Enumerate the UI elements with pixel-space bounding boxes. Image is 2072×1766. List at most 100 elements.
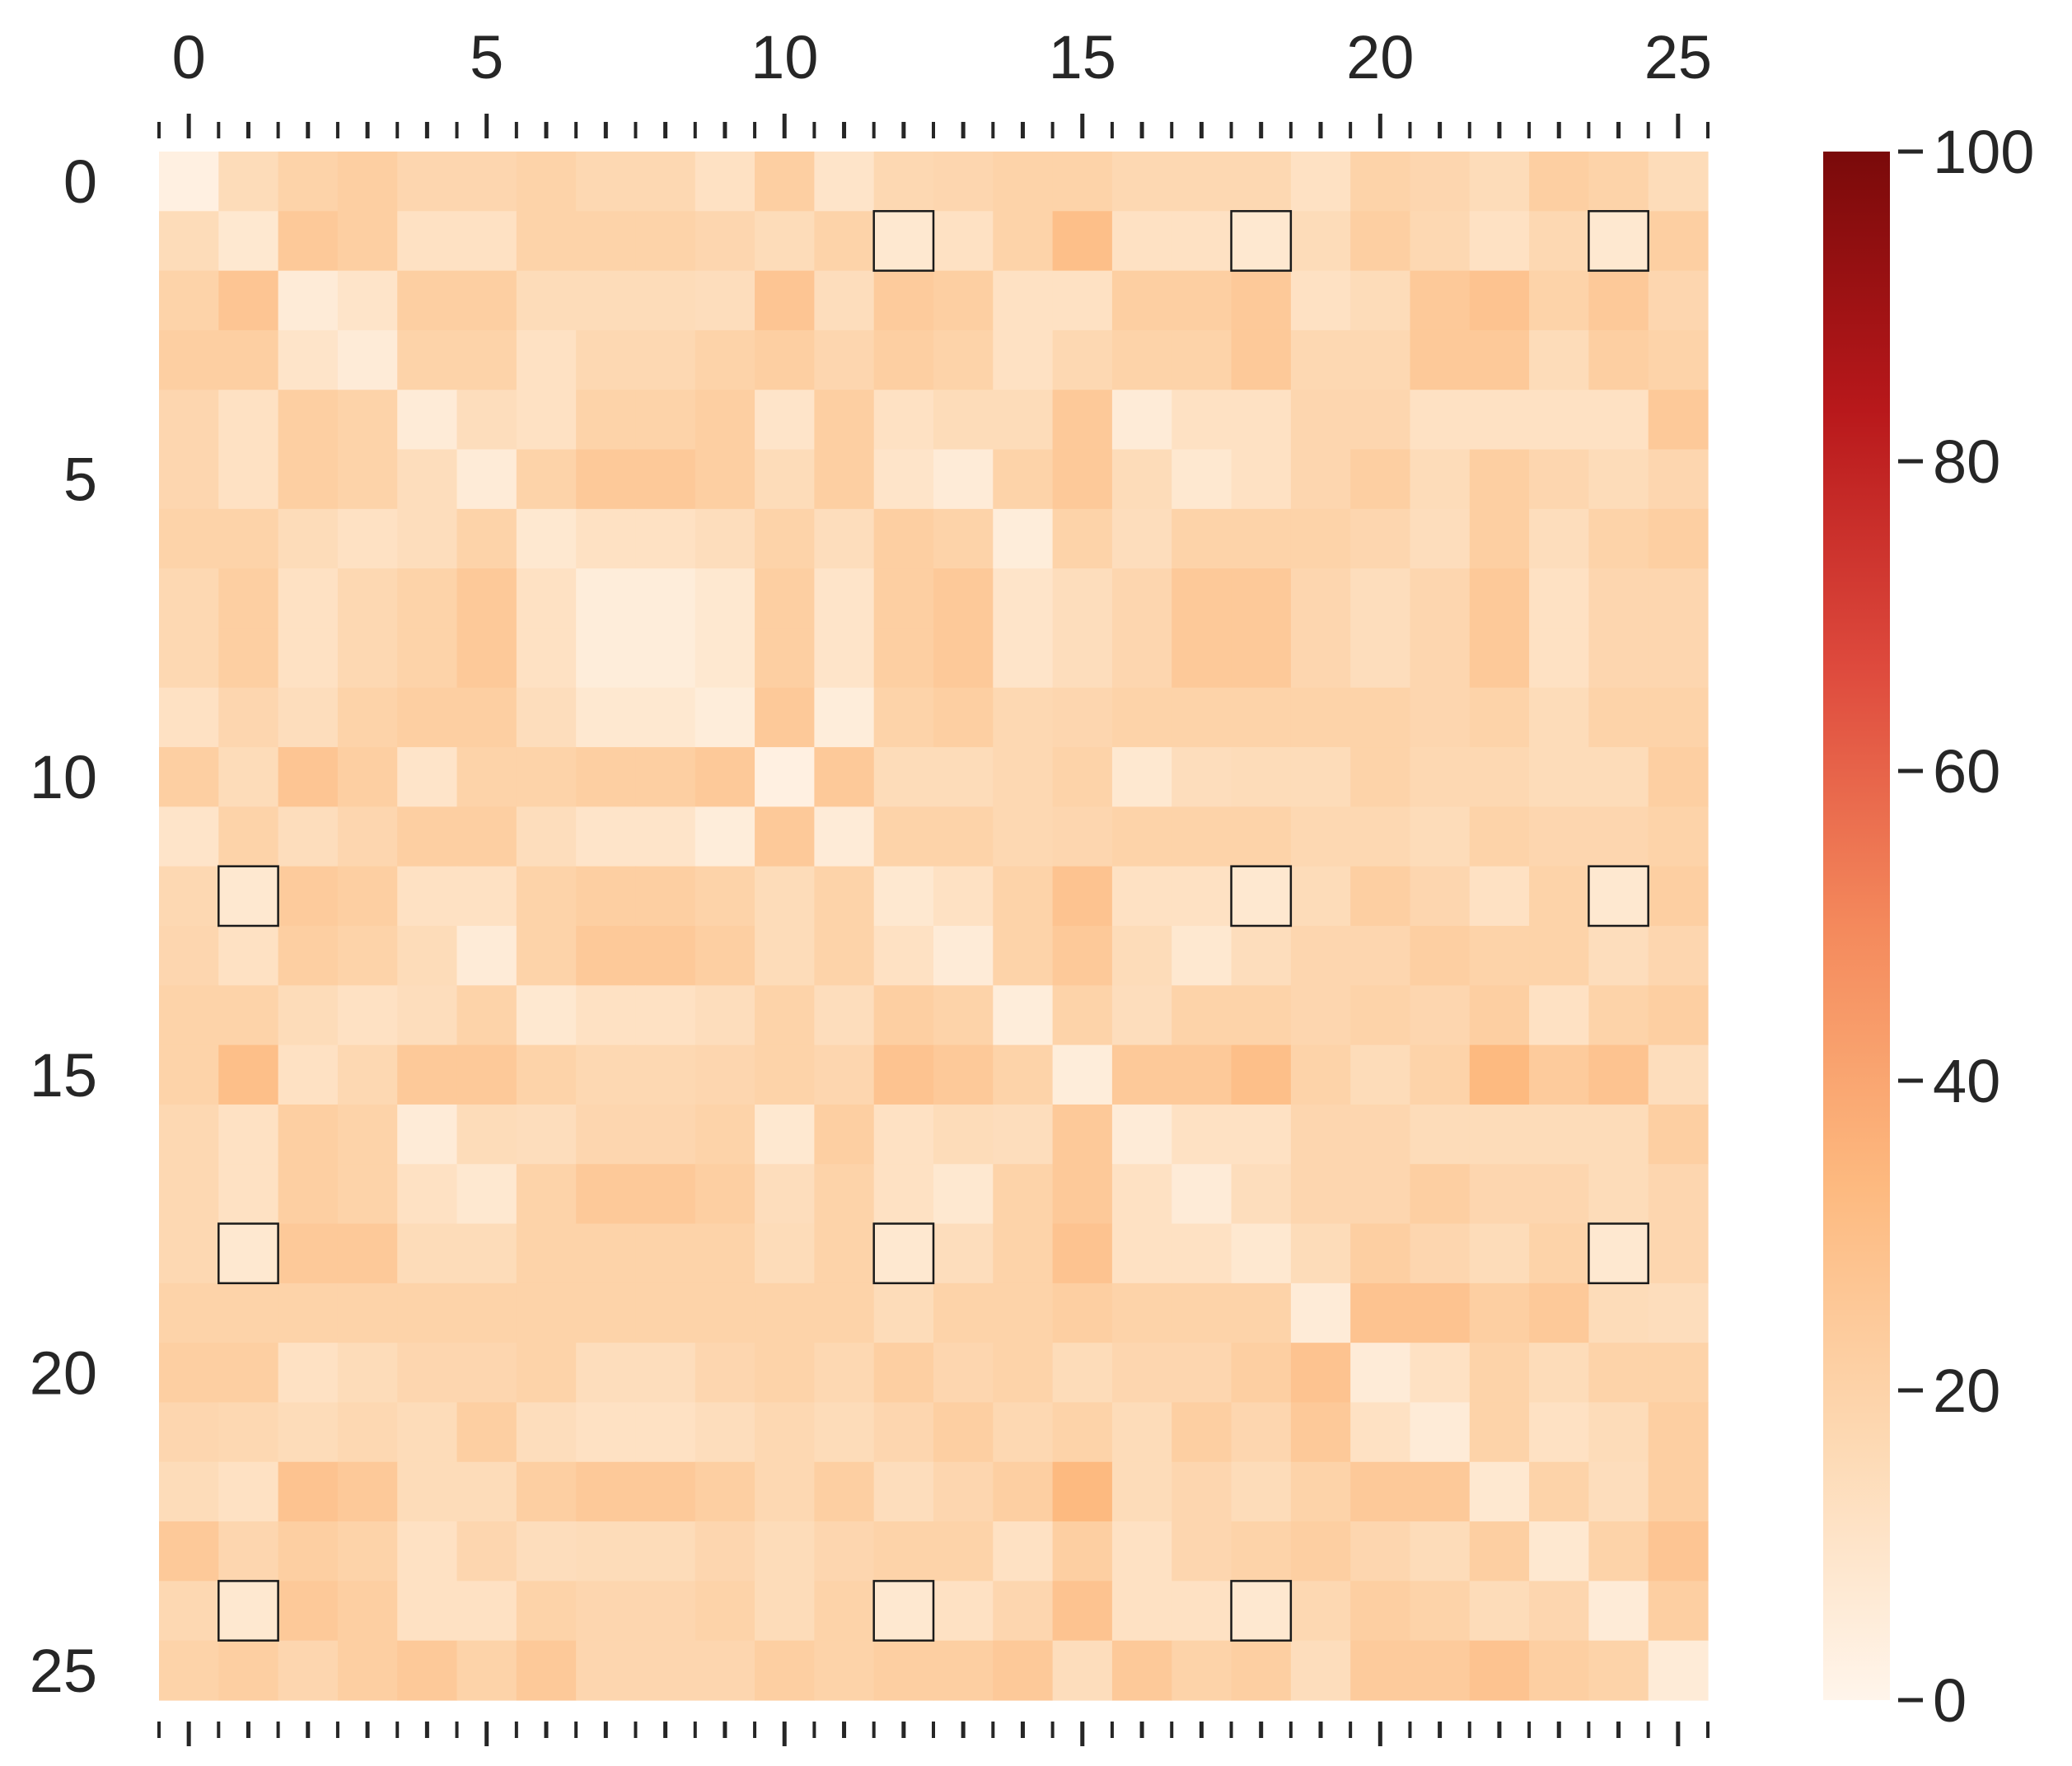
heatmap-cell — [814, 1461, 875, 1522]
heatmap-cell — [516, 806, 577, 867]
heatmap-cell — [456, 1164, 517, 1225]
heatmap-cell — [456, 926, 517, 986]
heatmap-cell — [1410, 1282, 1471, 1343]
heatmap-cell — [635, 1640, 696, 1701]
heatmap-cell — [159, 747, 219, 807]
heatmap-cell — [814, 508, 875, 569]
heatmap-cell — [873, 806, 934, 867]
heatmap-cell — [1231, 568, 1292, 629]
heatmap-cell — [516, 211, 577, 272]
heatmap-cell — [456, 329, 517, 390]
heatmap-cell — [1111, 1640, 1172, 1701]
heatmap-cell — [755, 1461, 815, 1522]
heatmap-cell — [1172, 1581, 1232, 1642]
heatmap-cell — [1052, 1461, 1113, 1522]
heatmap-cell — [1588, 866, 1649, 927]
y-tick-label: 20 — [30, 1339, 97, 1407]
heatmap-cell — [814, 449, 875, 510]
heatmap-cell — [1350, 1104, 1411, 1165]
heatmap-cell — [873, 866, 934, 927]
heatmap-cell — [873, 747, 934, 807]
heatmap-cell — [814, 1402, 875, 1463]
heatmap-cell — [993, 270, 1054, 331]
heatmap-cell — [516, 1640, 577, 1701]
heatmap-cell — [278, 1223, 339, 1284]
heatmap-cell — [933, 568, 994, 629]
heatmap-cell — [1469, 211, 1530, 272]
heatmap-cell — [993, 390, 1054, 451]
heatmap-cell — [814, 152, 875, 212]
heatmap-cell — [993, 152, 1054, 212]
heatmap-cell — [1111, 1521, 1172, 1581]
heatmap-cell — [1052, 1223, 1113, 1284]
heatmap-cell — [218, 1461, 279, 1522]
colorbar-tick-label: 0 — [1933, 1666, 1967, 1735]
heatmap-cell — [1290, 211, 1351, 272]
heatmap-cell — [1410, 1164, 1471, 1225]
heatmap-cell — [1648, 1581, 1709, 1642]
heatmap-cell — [695, 329, 755, 390]
heatmap-cell — [1111, 806, 1172, 867]
heatmap-cell — [1111, 329, 1172, 390]
heatmap-cell — [814, 1044, 875, 1105]
heatmap-cell — [456, 270, 517, 331]
heatmap-cell — [814, 1282, 875, 1343]
heatmap-cell — [1588, 1461, 1649, 1522]
heatmap-cell — [1648, 508, 1709, 569]
heatmap-cell — [755, 1104, 815, 1165]
heatmap-cell — [695, 866, 755, 927]
heatmap-cell — [159, 211, 219, 272]
heatmap-cell — [1350, 1461, 1411, 1522]
heatmap-cell — [337, 1223, 398, 1284]
heatmap-cell — [516, 1521, 577, 1581]
heatmap-cell — [1410, 390, 1471, 451]
heatmap-cell — [397, 508, 458, 569]
heatmap-cell — [456, 687, 517, 748]
heatmap-cell — [397, 1461, 458, 1522]
heatmap-cell — [159, 270, 219, 331]
heatmap-cell — [1469, 806, 1530, 867]
heatmap-cell — [1529, 568, 1589, 629]
heatmap-cell — [1469, 390, 1530, 451]
heatmap-cell — [337, 1282, 398, 1343]
heatmap-cell — [873, 1402, 934, 1463]
heatmap-cell — [397, 1640, 458, 1701]
heatmap-cell — [337, 1521, 398, 1581]
heatmap-cell — [695, 1343, 755, 1404]
heatmap-cell — [755, 1282, 815, 1343]
colorbar-tick-label: 60 — [1933, 737, 2000, 806]
heatmap-cell — [1648, 926, 1709, 986]
heatmap-cell — [1290, 1581, 1351, 1642]
heatmap-cell — [814, 985, 875, 1046]
heatmap-cell — [456, 390, 517, 451]
heatmap-cell — [1410, 449, 1471, 510]
heatmap-cell — [993, 1282, 1054, 1343]
heatmap-cell — [1172, 568, 1232, 629]
heatmap-cell — [1231, 687, 1292, 748]
heatmap-cell — [516, 866, 577, 927]
heatmap-cell — [1052, 628, 1113, 689]
heatmap-cell — [278, 1402, 339, 1463]
heatmap-cell — [1648, 211, 1709, 272]
heatmap-cell — [397, 985, 458, 1046]
heatmap-cell — [1350, 449, 1411, 510]
heatmap-cell — [337, 1581, 398, 1642]
y-tick-label: 15 — [30, 1041, 97, 1110]
heatmap-cell — [993, 628, 1054, 689]
heatmap-cell — [516, 985, 577, 1046]
heatmap-cell — [1410, 747, 1471, 807]
heatmap-cell — [1350, 390, 1411, 451]
heatmap-cell — [159, 1521, 219, 1581]
heatmap-cell — [159, 449, 219, 510]
heatmap-cell — [1052, 568, 1113, 629]
heatmap-cell — [755, 1223, 815, 1284]
heatmap-cell — [516, 1104, 577, 1165]
heatmap-cell — [755, 1640, 815, 1701]
heatmap-cell — [1172, 1521, 1232, 1581]
heatmap-cell — [1529, 1282, 1589, 1343]
heatmap-cell — [397, 1521, 458, 1581]
heatmap-cell — [1052, 1402, 1113, 1463]
heatmap-cell — [1648, 329, 1709, 390]
heatmap-cell — [1350, 1164, 1411, 1225]
heatmap-cell — [1469, 866, 1530, 927]
